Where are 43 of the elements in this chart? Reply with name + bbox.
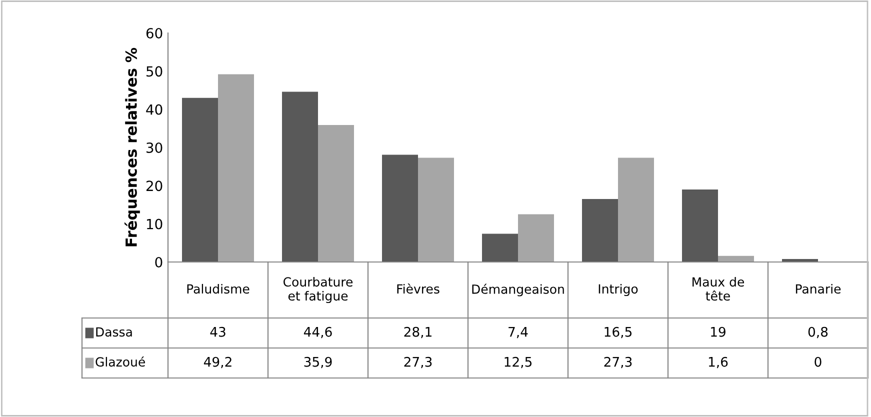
data-label: 0: [814, 356, 822, 367]
data-label: 44,6: [304, 326, 332, 338]
y-tick-label: 50: [146, 66, 162, 77]
bar: [718, 256, 754, 262]
data-label: 0,8: [808, 326, 828, 338]
x-tick-label: Fièvres: [397, 283, 440, 294]
y-tick-label: 0: [155, 256, 162, 268]
y-tick-label: 60: [146, 28, 162, 38]
x-tick-label: Démangeaison: [472, 284, 564, 296]
legend-label: Dassa: [96, 327, 132, 337]
y-tick-label: 20: [146, 180, 162, 192]
x-tick-label: Intrigo: [598, 284, 638, 296]
x-tick-label: Courbature et fatigue: [284, 276, 353, 304]
bar: [182, 98, 218, 262]
data-label: 16,5: [604, 326, 632, 338]
data-label: 35,9: [304, 356, 332, 368]
data-label: 27,3: [604, 356, 632, 368]
data-label: 28,1: [404, 326, 432, 338]
bar: [218, 74, 254, 262]
legend-label: Glazoué: [96, 356, 145, 367]
data-label: 19: [711, 326, 726, 337]
y-axis-title: Fréquences relatives %: [124, 48, 140, 246]
data-label: 1,6: [708, 356, 728, 368]
x-tick-label: Paludisme: [187, 284, 250, 294]
x-tick-label: Panarie: [796, 284, 841, 294]
y-tick-label: 40: [146, 104, 162, 115]
data-label: 43: [210, 326, 226, 337]
y-tick-label: 10: [146, 218, 162, 230]
data-label: 12,5: [504, 356, 532, 368]
data-label: 7,4: [508, 327, 528, 338]
bar: [318, 124, 354, 262]
bar: [482, 234, 518, 262]
data-label: 27,3: [404, 356, 432, 368]
data-label: 49,2: [204, 356, 232, 368]
bar: [618, 158, 654, 262]
bar: [682, 189, 718, 262]
x-tick-label: Maux de tête: [692, 276, 744, 301]
bar: [282, 92, 318, 262]
bar: [582, 199, 618, 262]
bar: [418, 158, 454, 262]
y-tick-label: 30: [146, 142, 162, 153]
bar: [518, 214, 554, 262]
bar: [382, 154, 418, 262]
